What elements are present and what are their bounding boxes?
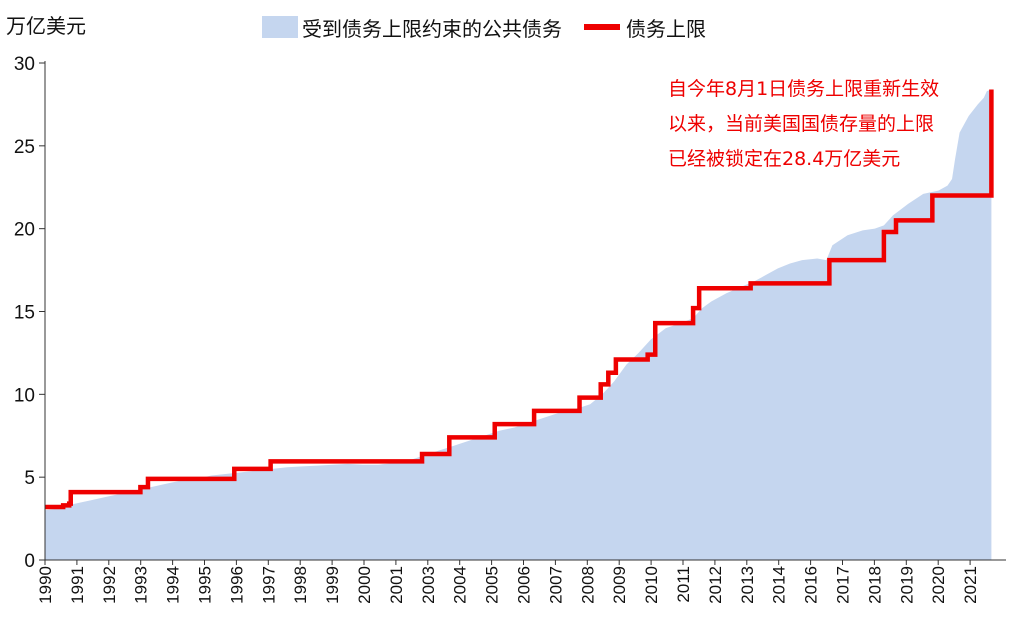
x-tick-label: 2020 <box>929 566 948 604</box>
x-tick-label: 2001 <box>387 566 406 604</box>
x-tick-label: 2003 <box>419 566 438 604</box>
y-tick-label: 25 <box>14 137 35 158</box>
x-tick-label: 2008 <box>578 566 597 604</box>
x-tick-label: 1994 <box>164 566 183 604</box>
series-area-public-debt <box>45 89 992 561</box>
x-tick-label: 2007 <box>546 566 565 604</box>
x-tick-label: 2014 <box>770 566 789 604</box>
series-line-debt-ceiling <box>45 89 994 510</box>
legend: 受到债务上限约束的公共债务 债务上限 <box>262 12 728 42</box>
x-tick-label: 1992 <box>100 566 119 604</box>
x-tick-label: 2017 <box>834 566 853 604</box>
x-tick-label: 1997 <box>259 566 278 604</box>
chart-annotation: 自今年8月1日债务上限重新生效 以来，当前美国国债存量的上限 已经被锁定在28.… <box>668 72 968 177</box>
y-tick-label: 0 <box>24 551 35 572</box>
x-tick-label: 1990 <box>36 566 55 604</box>
y-tick-label: 20 <box>14 220 35 241</box>
x-tick-label: 1998 <box>291 566 310 604</box>
x-tick-label: 2011 <box>674 566 693 603</box>
y-tick-label: 15 <box>14 303 35 324</box>
x-tick-label: 1996 <box>227 566 246 604</box>
y-tick-label: 10 <box>14 385 35 406</box>
x-tick-label: 2006 <box>515 566 534 604</box>
x-tick-label: 1999 <box>323 566 342 604</box>
x-tick-label: 2009 <box>610 566 629 604</box>
annotation-line-1: 自今年8月1日债务上限重新生效 <box>668 78 940 100</box>
legend-label-public-debt: 受到债务上限约束的公共债务 <box>302 16 562 41</box>
annotation-line-3: 已经被锁定在28.4万亿美元 <box>668 148 901 170</box>
x-tick-label: 2000 <box>355 566 374 604</box>
x-tick-label: 2012 <box>706 566 725 604</box>
x-tick-label: 2004 <box>451 566 470 604</box>
x-tick-label: 1991 <box>68 566 87 604</box>
legend-label-debt-ceiling: 债务上限 <box>626 16 706 41</box>
y-axis-unit-label: 万亿美元 <box>6 14 86 38</box>
y-tick-label: 5 <box>24 468 35 489</box>
x-tick-label: 2018 <box>865 566 884 604</box>
x-tick-label: 2013 <box>738 566 757 604</box>
x-tick-label: 2010 <box>642 566 661 604</box>
x-tick-label: 2005 <box>483 566 502 604</box>
legend-swatch-area <box>262 16 298 38</box>
x-tick-label: 2019 <box>897 566 916 604</box>
annotation-line-2: 以来，当前美国国债存量的上限 <box>668 113 935 135</box>
x-tick-label: 1993 <box>132 566 151 604</box>
legend-swatch-line <box>584 24 620 30</box>
x-tick-label: 2016 <box>802 566 821 604</box>
x-tick-label: 2021 <box>961 566 980 604</box>
y-tick-label: 30 <box>14 54 35 75</box>
legend-item-public-debt: 受到债务上限约束的公共债务 <box>262 13 562 42</box>
x-tick-label: 1995 <box>196 566 215 604</box>
legend-item-debt-ceiling: 债务上限 <box>584 13 706 42</box>
